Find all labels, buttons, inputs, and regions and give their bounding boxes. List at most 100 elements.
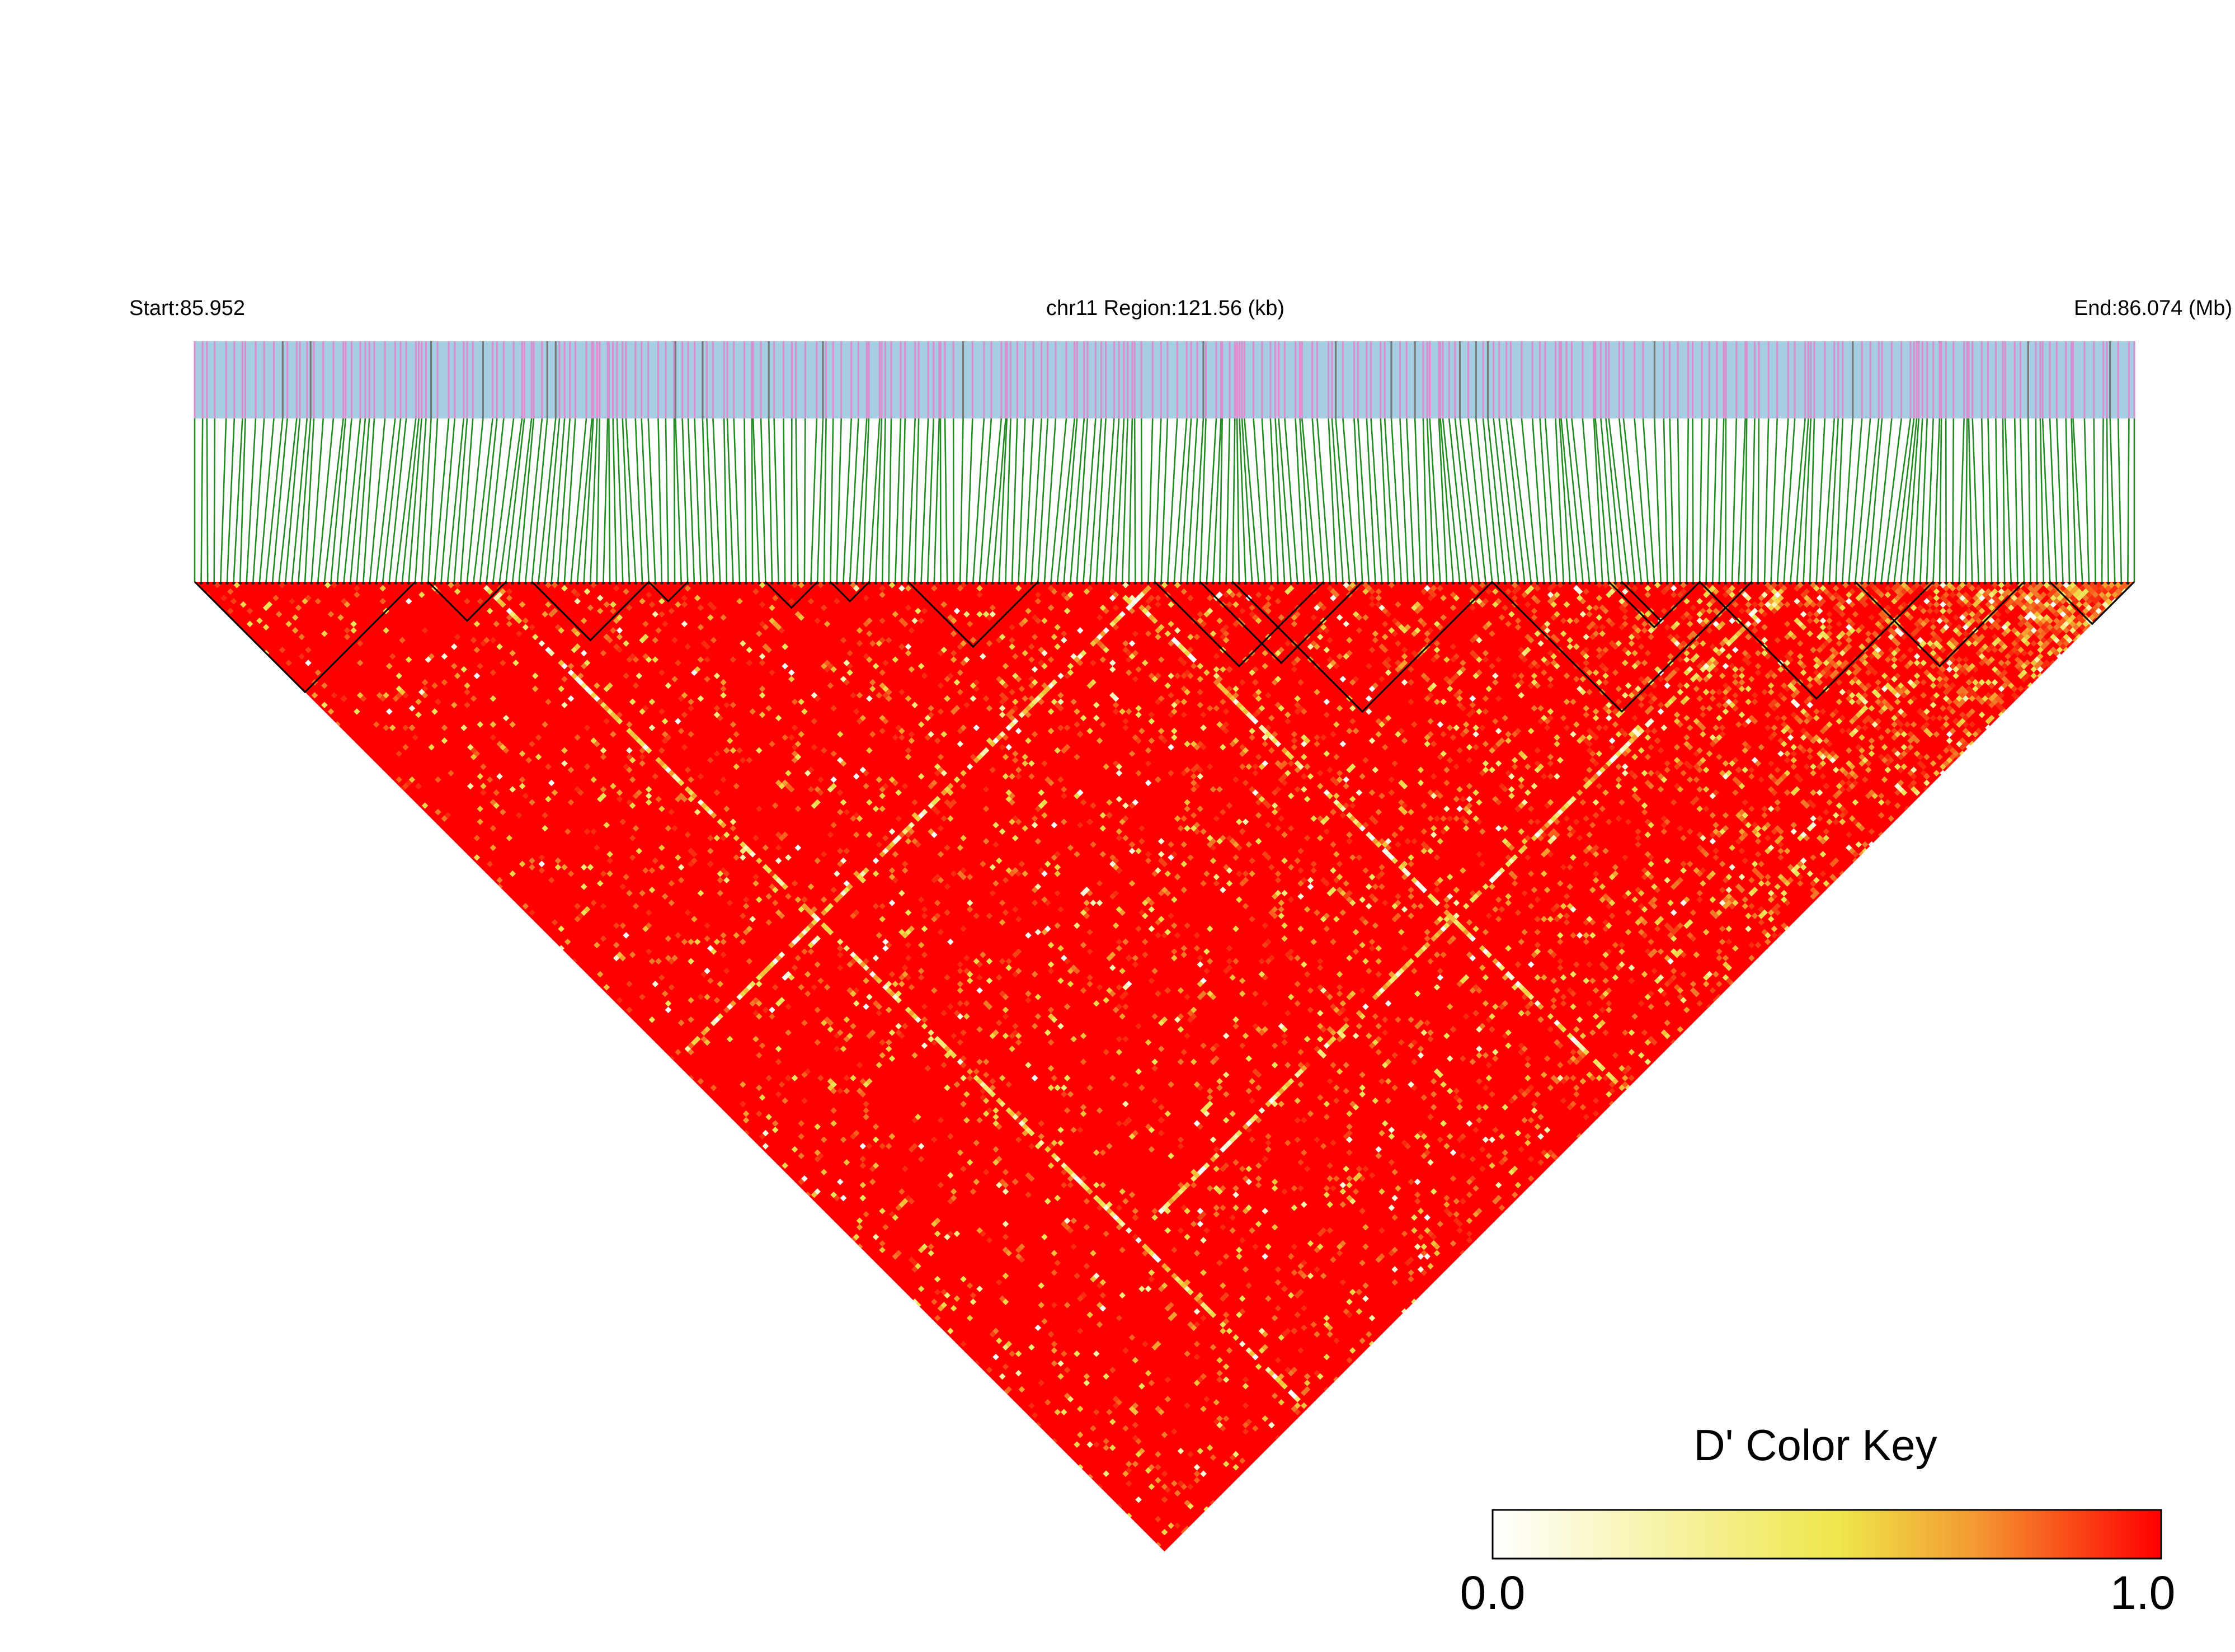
ld-cell: [885, 1046, 892, 1052]
ld-cell: [782, 831, 788, 839]
ld-cell: [1336, 770, 1343, 776]
ld-cell: [1437, 585, 1444, 592]
ld-cell: [1673, 743, 1681, 751]
ld-cell: [1933, 653, 1940, 660]
ld-cell: [1093, 1182, 1100, 1189]
ld-cell: [856, 1062, 863, 1069]
ld-cell: [616, 633, 623, 641]
snp-connector: [226, 418, 236, 582]
ld-cell: [1408, 1016, 1414, 1023]
ld-cell: [1767, 806, 1775, 812]
ld-cell: [963, 656, 970, 663]
snp-connector: [1335, 418, 1351, 582]
ld-cell: [1680, 588, 1687, 595]
snp-connector: [702, 418, 708, 582]
snp-connector: [1906, 418, 1920, 582]
ld-cell: [1343, 802, 1349, 809]
snp-connector: [1971, 418, 1980, 582]
ld-cell: [1083, 1198, 1090, 1205]
ld-cell: [1641, 971, 1648, 978]
ld-cell: [1485, 1075, 1493, 1081]
ld-cell: [1599, 806, 1606, 812]
snp-connector: [1475, 418, 1493, 582]
ld-cell: [1174, 1016, 1181, 1023]
ld-cell: [989, 766, 996, 774]
snp-connector: [1880, 418, 1902, 582]
ld-cell: [898, 617, 905, 624]
ld-cell: [749, 1000, 756, 1007]
ld-cell: [1920, 608, 1927, 614]
ld-cell: [982, 695, 990, 702]
ld-cell: [1177, 1227, 1184, 1234]
ld-cell: [1991, 646, 1998, 653]
ld-cell: [1433, 620, 1441, 628]
snp-connector: [625, 418, 637, 582]
ld-cell: [752, 873, 759, 881]
snp-connector: [1031, 418, 1042, 582]
ld-cell: [1424, 741, 1431, 747]
snp-connector: [978, 418, 992, 582]
snp-connector: [1089, 418, 1102, 582]
ld-cell: [1531, 1100, 1538, 1108]
ld-cell: [911, 1052, 918, 1059]
snp-connector: [795, 418, 799, 582]
ld-cell: [1664, 760, 1671, 767]
ld-cell: [1349, 763, 1356, 770]
ld-cell: [1479, 1146, 1486, 1153]
ld-cell: [1534, 747, 1541, 754]
ld-cell: [584, 724, 591, 731]
snp-connector: [1173, 418, 1188, 582]
ld-cell: [1767, 909, 1775, 916]
snp-connector: [1938, 418, 1942, 582]
snp-connector: [414, 418, 427, 582]
ld-cell: [853, 773, 860, 780]
ld-cell: [976, 1026, 983, 1033]
ld-cell: [1605, 948, 1612, 955]
snp-connector: [2056, 418, 2064, 582]
ld-cell: [1573, 818, 1580, 825]
ld-cell: [908, 627, 915, 634]
ld-cell: [798, 983, 804, 991]
ld-cell: [733, 783, 740, 790]
ld-cell: [1025, 737, 1032, 744]
ld-cell: [1476, 1052, 1483, 1059]
ld-cell: [1738, 848, 1745, 855]
ld-cell: [1314, 1246, 1320, 1254]
ld-cell: [937, 1117, 944, 1124]
ld-cell: [1141, 938, 1149, 945]
ld-cell: [905, 585, 912, 592]
ld-cell: [1252, 763, 1259, 770]
ld-cell: [1651, 1039, 1658, 1046]
ld-cell: [801, 1175, 808, 1182]
ld-cell: [1476, 1117, 1483, 1124]
ld-cell: [1638, 1052, 1645, 1059]
ld-cell: [811, 1191, 818, 1198]
snp-connector: [1193, 418, 1204, 582]
ld-cell: [1518, 653, 1525, 660]
ld-cell: [415, 711, 422, 718]
ld-cell: [1482, 1104, 1489, 1111]
ld-cell: [1002, 1188, 1009, 1195]
ld-cell: [1686, 919, 1693, 926]
ld-cell: [675, 854, 681, 861]
ld-cell: [1810, 886, 1817, 893]
ld-cell: [1573, 1084, 1580, 1091]
ld-cell: [798, 906, 804, 913]
snp-connector: [914, 418, 920, 582]
snp-connector: [369, 418, 386, 582]
ld-cell: [807, 597, 815, 605]
ld-cell: [775, 1091, 782, 1098]
ld-cell: [1871, 643, 1878, 650]
ld-cell: [1099, 1182, 1107, 1189]
snp-connector: [2049, 418, 2058, 582]
ld-cell: [976, 591, 983, 598]
snp-connector: [901, 418, 906, 582]
ld-cell: [1641, 932, 1648, 939]
snp-connector: [1316, 418, 1331, 582]
ld-cell: [1443, 1032, 1450, 1039]
snp-connector: [233, 418, 243, 582]
ld-cell: [1794, 870, 1800, 877]
ld-cell: [759, 685, 766, 693]
ld-cell: [1806, 682, 1814, 689]
ld-cell: [879, 1207, 886, 1215]
